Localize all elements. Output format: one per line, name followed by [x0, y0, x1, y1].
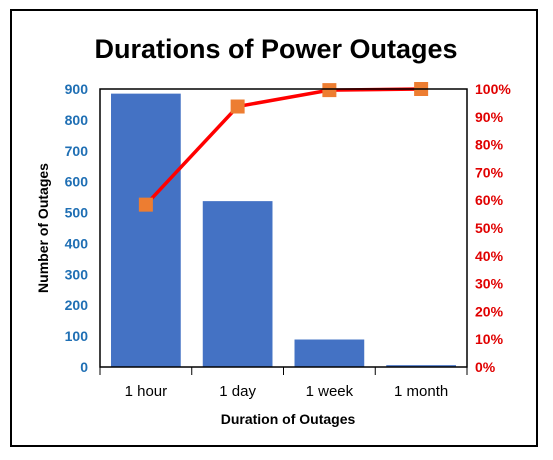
bar-group [111, 93, 456, 367]
bar-1-month [386, 365, 456, 367]
right-tick-label: 10% [475, 331, 504, 347]
right-tick-label: 100% [475, 81, 511, 97]
cumulative-marker-1-week [322, 83, 337, 98]
right-tick-label: 40% [475, 248, 504, 264]
right-axis-ticks: 0% 10% 20% 30% 40% 50% 60% 70% 80% 90% 100% [475, 81, 511, 375]
x-tick-label: 1 week [306, 383, 354, 400]
x-axis-label: Duration of Outages [221, 411, 356, 427]
left-tick-label: 500 [65, 205, 89, 221]
x-tick-label: 1 hour [125, 383, 168, 400]
cumulative-marker-1-hour [138, 197, 153, 212]
bar-1-hour [111, 93, 181, 367]
right-tick-label: 30% [475, 276, 504, 292]
chart-frame [10, 9, 538, 447]
left-tick-label: 700 [65, 143, 89, 159]
cumulative-line-group [138, 82, 429, 212]
bar-1-day [202, 201, 273, 367]
right-tick-label: 0% [475, 359, 496, 375]
left-tick-label: 600 [65, 174, 89, 190]
left-axis-ticks: 0 100 200 300 400 500 600 700 800 900 [65, 81, 89, 375]
x-axis-ticks: 1 hour 1 day 1 week 1 month [99, 367, 468, 400]
right-tick-label: 90% [475, 109, 504, 125]
cumulative-marker-1-day [230, 99, 245, 114]
y-axis-label: Number of Outages [35, 163, 51, 293]
bar-1-week [294, 339, 365, 367]
right-tick-label: 60% [475, 192, 504, 208]
x-tick-label: 1 month [394, 383, 448, 400]
x-tick-label: 1 day [219, 383, 256, 400]
left-tick-label: 300 [65, 266, 89, 282]
right-tick-label: 80% [475, 137, 504, 153]
chart-title: Durations of Power Outages [94, 34, 457, 64]
left-tick-label: 100 [65, 328, 89, 344]
right-tick-label: 20% [475, 303, 504, 319]
left-tick-label: 900 [65, 81, 89, 97]
left-tick-label: 0 [80, 359, 88, 375]
cumulative-percent-line [144, 87, 422, 206]
right-tick-label: 50% [475, 220, 504, 236]
left-tick-label: 200 [65, 297, 89, 313]
right-tick-label: 70% [475, 164, 504, 180]
left-tick-label: 800 [65, 112, 89, 128]
left-tick-label: 400 [65, 235, 89, 251]
